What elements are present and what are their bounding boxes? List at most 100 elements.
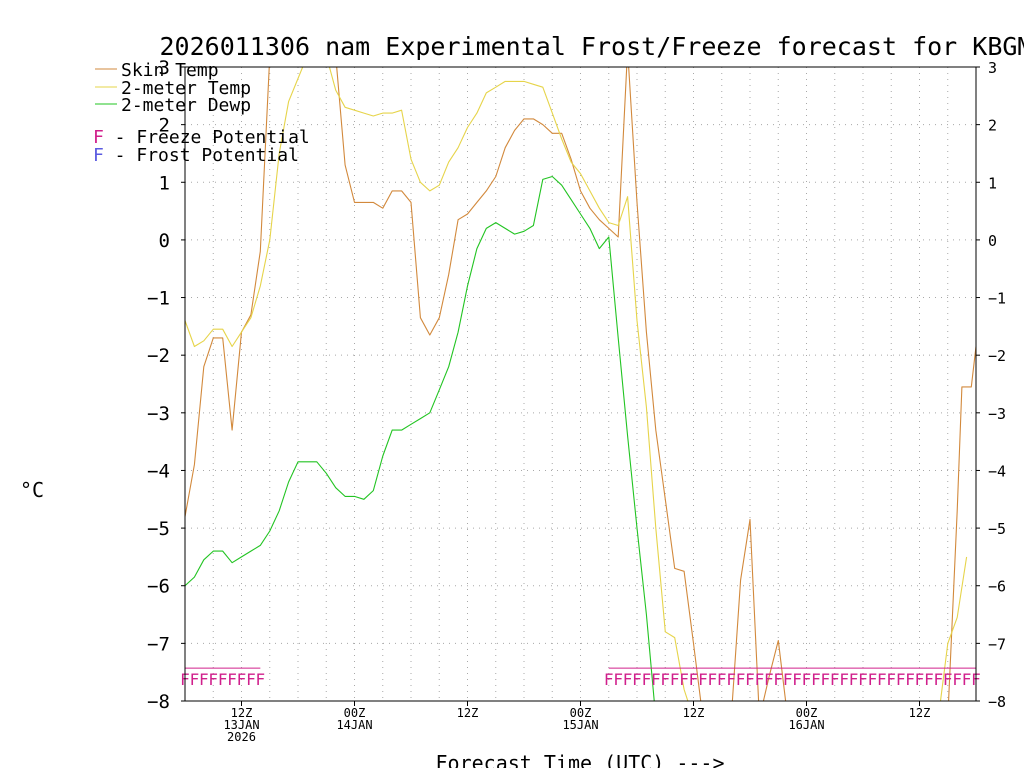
freeze-potential-marker: F — [726, 670, 736, 689]
freeze-potential-marker: F — [896, 670, 906, 689]
x-tick-label: 12Z — [231, 706, 253, 720]
x-tick-label: 12Z — [683, 706, 705, 720]
freeze-potential-marker: F — [708, 670, 718, 689]
freeze-potential-marker: F — [773, 670, 783, 689]
freeze-potential-marker: F — [962, 670, 972, 689]
y-tick-label-left: −6 — [147, 576, 170, 598]
freeze-potential-marker: F — [830, 670, 840, 689]
x-tick-label: 16JAN — [788, 718, 824, 732]
freeze-potential-marker: F — [670, 670, 680, 689]
freeze-potential-marker: F — [915, 670, 925, 689]
y-tick-label-left: 1 — [159, 172, 170, 194]
series-line-2-meter-temp — [185, 67, 968, 701]
y-tick-label-right: 1 — [988, 174, 997, 192]
freeze-potential-marker: F — [660, 670, 670, 689]
x-tick-label: 00Z — [796, 706, 818, 720]
freeze-potential-marker: F — [717, 670, 727, 689]
y-tick-label-left: −7 — [147, 633, 170, 655]
chart-title: 2026011306 nam Experimental Frost/Freeze… — [160, 32, 1024, 61]
freeze-potential-marker: F — [877, 670, 887, 689]
freeze-potential-marker: F — [905, 670, 915, 689]
legend-label-skin-temp: Skin Temp — [121, 60, 219, 81]
freeze-potential-marker: F — [802, 670, 812, 689]
freeze-potential-marker: F — [227, 670, 237, 689]
freeze-potential-marker: F — [886, 670, 896, 689]
y-tick-label-left: 2 — [159, 115, 170, 137]
freeze-potential-marker: F — [849, 670, 859, 689]
y-tick-label-left: −3 — [147, 403, 170, 425]
freeze-potential-marker: F — [792, 670, 802, 689]
y-axis-left: 3 2 1 0 −1 −2 −3 −4 −5 −6 −7 −8 — [147, 57, 185, 713]
legend: Skin Temp 2-meter Temp 2-meter Dewp F - … — [93, 60, 310, 166]
freeze-potential-marker: F — [199, 670, 209, 689]
freeze-potential-marker: F — [764, 670, 774, 689]
freeze-potential-marker: F — [613, 670, 623, 689]
freeze-potential-marker: F — [736, 670, 746, 689]
y-tick-label-right: −4 — [988, 462, 1006, 480]
freeze-potential-marker: F — [811, 670, 821, 689]
y-tick-label-left: −5 — [147, 518, 170, 540]
freeze-potential-marker: F — [934, 670, 944, 689]
series-layer — [185, 67, 976, 701]
y-tick-label-right: −6 — [988, 578, 1006, 596]
legend-label-2m-dewp: 2-meter Dewp — [121, 95, 251, 116]
x-tick-label: 15JAN — [562, 718, 598, 732]
x-tick-label: 00Z — [570, 706, 592, 720]
frost-symbol: F — [93, 145, 104, 166]
x-tick-label: 14JAN — [336, 718, 372, 732]
freeze-potential-marker: F — [679, 670, 689, 689]
freeze-potential-marker: F — [246, 670, 256, 689]
freeze-symbol: F — [93, 127, 104, 148]
freeze-potential-marker: F — [237, 670, 247, 689]
y-tick-label-right: 3 — [988, 59, 997, 77]
freeze-potential-marker: F — [783, 670, 793, 689]
freeze-potential-marker: F — [190, 670, 200, 689]
y-tick-label-right: −7 — [988, 635, 1006, 653]
freeze-potential-marker: F — [755, 670, 765, 689]
x-tick-label: 2026 — [227, 730, 256, 744]
y-tick-label-right: −2 — [988, 347, 1006, 365]
freeze-potential-marker: F — [943, 670, 953, 689]
freeze-potential-marker: F — [218, 670, 228, 689]
freeze-potential-marker: F — [924, 670, 934, 689]
y-tick-label-right: −8 — [988, 693, 1006, 711]
y-tick-label-left: 0 — [159, 230, 170, 252]
freeze-potential-marker: F — [256, 670, 266, 689]
y-tick-label-right: −5 — [988, 520, 1006, 538]
series-line-skin-temp — [185, 67, 976, 701]
freeze-potential-marker: F — [689, 670, 699, 689]
plot-frame — [184, 66, 977, 702]
y-axis-unit: °C — [20, 478, 44, 502]
freeze-potential-marker: F — [821, 670, 831, 689]
x-tick-label: 00Z — [344, 706, 366, 720]
frost-text: - Frost Potential — [104, 145, 299, 166]
freeze-potential-marker: F — [623, 670, 633, 689]
freeze-potential-marker: F — [858, 670, 868, 689]
freeze-potential-marker: F — [632, 670, 642, 689]
x-tick-label: 12Z — [909, 706, 931, 720]
freeze-potential-marker: F — [868, 670, 878, 689]
y-axis-right: 3 2 1 0 −1 −2 −3 −4 −5 −6 −7 −8 — [976, 59, 1006, 711]
freeze-text: - Freeze Potential — [104, 127, 310, 148]
x-tick-label: 12Z — [457, 706, 479, 720]
x-tick-label: 13JAN — [223, 718, 259, 732]
freeze-potential-marker: F — [698, 670, 708, 689]
freeze-potential-marker: F — [839, 670, 849, 689]
y-tick-label-right: 0 — [988, 232, 997, 250]
freeze-potential-marker: F — [745, 670, 755, 689]
y-tick-label-left: −8 — [147, 691, 170, 713]
freeze-potential-marker: F — [642, 670, 652, 689]
grid — [185, 67, 976, 701]
y-tick-label-left: −2 — [147, 345, 170, 367]
series-line-2-meter-dewp — [185, 175, 655, 701]
y-tick-label-left: 3 — [159, 57, 170, 79]
y-tick-label-right: 2 — [988, 117, 997, 135]
y-tick-label-right: −1 — [988, 290, 1006, 308]
x-axis-label: Forecast Time (UTC) ---> — [436, 751, 725, 768]
freeze-potential-marker: F — [604, 670, 614, 689]
legend-freeze-potential: F - Freeze Potential — [93, 127, 310, 148]
y-tick-label-right: −3 — [988, 405, 1006, 423]
legend-label-2m-temp: 2-meter Temp — [121, 78, 251, 99]
